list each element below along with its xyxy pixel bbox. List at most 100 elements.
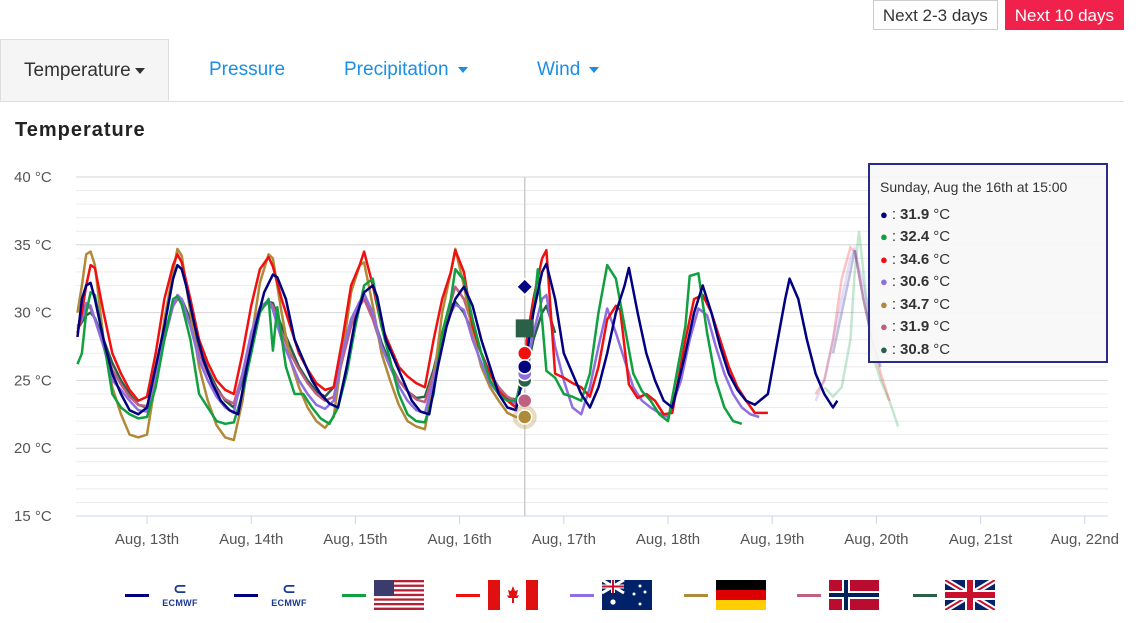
- legend-line-ecmwf: [125, 593, 149, 597]
- faded-series-line: [823, 231, 900, 427]
- tooltip-value: 30.8: [900, 340, 930, 358]
- range-buttons: Next 2-3 days Next 10 days: [872, 0, 1124, 30]
- x-tick-label: Aug, 13th: [115, 531, 179, 548]
- x-tick-label: Aug, 18th: [636, 531, 700, 548]
- series-dot-icon: ●: [880, 296, 888, 312]
- x-axis: Aug, 13th Aug, 14th Aug, 15th Aug, 16th Aug,…: [76, 515, 1119, 548]
- usa-flag-icon: [374, 580, 424, 610]
- series-dot-icon: ●: [880, 206, 888, 222]
- y-axis: 15 °C 20 °C 25 °C 30 °C 35 °C 40 °C: [14, 169, 52, 525]
- chevron-down-icon: [134, 67, 145, 74]
- section-title: Temperature: [15, 119, 146, 141]
- tooltip-unit: °C: [933, 205, 951, 223]
- next-10-days-button[interactable]: Next 10 days: [1004, 0, 1124, 30]
- tooltip-unit: °C: [933, 250, 951, 268]
- hover-marker-diamond: [515, 277, 534, 296]
- tooltip-separator: :: [891, 205, 897, 223]
- uk-flag-icon: [945, 580, 995, 610]
- legend-item-canada[interactable]: [456, 575, 538, 615]
- ecmwf-logo-icon: ⊂ ECMWF: [162, 581, 198, 609]
- crosshair-group: [512, 177, 537, 516]
- hover-marker-square: [515, 319, 534, 338]
- chevron-down-icon: [589, 66, 600, 73]
- canada-flag-icon: [488, 580, 538, 610]
- norway-flag-icon: [829, 580, 879, 610]
- tab-temperature[interactable]: Temperature: [0, 39, 169, 101]
- tooltip-title: Sunday, Aug the 16th at 15:00: [880, 179, 1068, 195]
- tooltip-row: ●:30.6 °C: [880, 271, 1096, 294]
- x-tick-label: Aug, 20th: [844, 531, 908, 548]
- tooltip-unit: °C: [933, 295, 951, 313]
- tooltip-value: 31.9: [900, 205, 930, 223]
- x-tick-label: Aug, 14th: [219, 531, 283, 548]
- ecmwf-logo-icon: ⊂ ECMWF: [271, 581, 307, 609]
- tooltip-unit: °C: [933, 273, 951, 291]
- y-tick-label: 40 °C: [14, 169, 52, 186]
- y-tick-label: 35 °C: [14, 237, 52, 254]
- legend-item-germany[interactable]: [684, 575, 766, 615]
- legend-line-germany: [684, 593, 708, 597]
- legend-item-ecmwf[interactable]: ⊂ ECMWF: [125, 575, 203, 615]
- legend-line-ecmwf-2: [234, 593, 258, 597]
- series-line: [76, 248, 768, 416]
- tooltip-row: ●:31.9 °C: [880, 316, 1096, 339]
- chevron-down-icon: [457, 66, 468, 73]
- x-tick-label: Aug, 15th: [323, 531, 387, 548]
- tab-wind[interactable]: Wind: [537, 39, 600, 101]
- legend-line-australia: [570, 593, 594, 597]
- series-dot-icon: ●: [880, 229, 888, 245]
- legend-line-uk: [913, 593, 937, 597]
- tooltip-separator: :: [891, 318, 897, 336]
- tooltip-unit: °C: [933, 228, 951, 246]
- tooltip-row: ●:34.7 °C: [880, 293, 1096, 316]
- tooltip-unit: °C: [933, 340, 951, 358]
- series-group: [76, 247, 839, 442]
- tooltip-row: ●:31.9 °C: [880, 203, 1096, 226]
- tab-pressure-label: Pressure: [209, 59, 286, 80]
- y-tick-label: 20 °C: [14, 440, 52, 457]
- tooltip-separator: :: [891, 295, 897, 313]
- tooltip-separator: :: [891, 228, 897, 246]
- y-tick-label: 30 °C: [14, 305, 52, 322]
- tooltip: Sunday, Aug the 16th at 15:00 ●:31.9 °C ●:…: [868, 163, 1108, 363]
- tooltip-value: 32.4: [900, 228, 930, 246]
- hover-marker: [516, 359, 533, 375]
- y-tick-label: 25 °C: [14, 372, 52, 389]
- tab-pressure[interactable]: Pressure: [209, 39, 285, 101]
- series-dot-icon: ●: [880, 341, 888, 357]
- series-line: [76, 263, 743, 426]
- hover-marker: [516, 392, 533, 409]
- hover-marker: [516, 345, 533, 362]
- tooltip-value: 30.6: [900, 273, 930, 291]
- series-dot-icon: ●: [880, 251, 888, 267]
- tab-bar: Temperature Pressure Precipitation Wind: [0, 39, 1124, 102]
- next-2-3-days-button[interactable]: Next 2-3 days: [872, 0, 998, 30]
- tooltip-value: 34.6: [900, 250, 930, 268]
- tooltip-value: 34.7: [900, 295, 930, 313]
- tooltip-separator: :: [891, 273, 897, 291]
- legend-item-ecmwf-2[interactable]: ⊂ ECMWF: [234, 575, 312, 615]
- tab-precipitation[interactable]: Precipitation: [344, 39, 468, 101]
- series-dot-icon: ●: [880, 319, 888, 335]
- legend-item-australia[interactable]: [570, 575, 652, 615]
- x-tick-label: Aug, 16th: [427, 531, 491, 548]
- series-line: [76, 262, 839, 416]
- tooltip-row: ●:30.8 °C: [880, 338, 1096, 361]
- legend-item-uk[interactable]: [913, 575, 995, 615]
- x-tick-label: Aug, 19th: [740, 531, 804, 548]
- hover-marker: [516, 409, 533, 425]
- tab-precipitation-label: Precipitation: [344, 59, 449, 80]
- series-dot-icon: ●: [880, 274, 888, 290]
- legend-item-norway[interactable]: [797, 575, 879, 615]
- legend-item-usa[interactable]: [342, 575, 424, 615]
- legend: ⊂ ECMWF ⊂ ECMWF: [0, 575, 1144, 615]
- tooltip-unit: °C: [933, 318, 951, 336]
- germany-flag-icon: [716, 580, 766, 610]
- australia-flag-icon: [602, 580, 652, 610]
- tab-wind-label: Wind: [537, 59, 581, 80]
- tooltip-rows: ●:31.9 °C ●:32.4 °C ●:34.6 °C ●:30.6 °C ●:34.7 °C…: [880, 203, 1096, 361]
- tooltip-row: ●:34.6 °C: [880, 248, 1096, 271]
- tooltip-separator: :: [891, 250, 897, 268]
- tooltip-separator: :: [891, 340, 897, 358]
- legend-line-canada: [456, 593, 480, 597]
